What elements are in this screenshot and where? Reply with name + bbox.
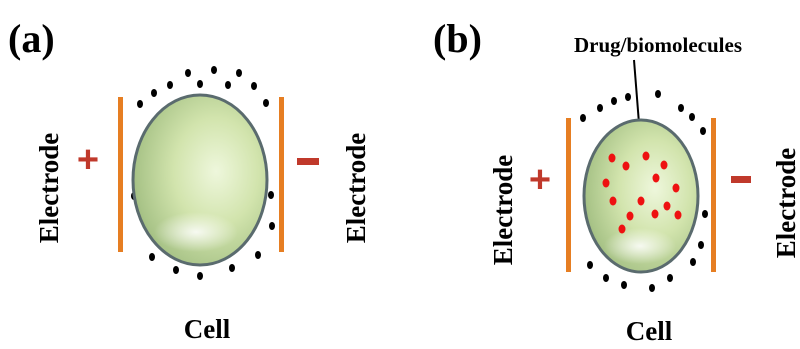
ion xyxy=(211,66,217,74)
ion xyxy=(625,93,631,101)
panel-b: (b) Drug/biomolecules Electrode + xyxy=(433,16,800,346)
panel-a-negative-sign xyxy=(297,158,319,165)
ion xyxy=(229,264,235,272)
panel-a-cell-label: Cell xyxy=(184,314,231,344)
ion xyxy=(149,253,155,261)
drug-molecule xyxy=(642,151,650,161)
panel-b-label: (b) xyxy=(433,16,482,61)
panel-a-positive-sign: + xyxy=(77,139,99,181)
ion xyxy=(678,104,684,112)
drug-molecule xyxy=(608,153,616,163)
panel-a-right-electrode-label: Electrode xyxy=(341,133,371,243)
ion xyxy=(151,89,157,97)
panel-b-cell xyxy=(582,118,700,274)
panel-b-right-electrode xyxy=(711,118,716,272)
drug-molecule xyxy=(602,178,610,188)
panel-b-right-electrode-label: Electrode xyxy=(771,148,800,258)
panel-a-left-electrode-label: Electrode xyxy=(34,133,64,243)
ion xyxy=(225,81,231,89)
ion xyxy=(597,104,603,112)
drug-molecule xyxy=(672,183,680,193)
panel-b-negative-sign xyxy=(731,176,751,183)
ion xyxy=(621,281,627,289)
panel-b-cell-label: Cell xyxy=(626,316,673,346)
panel-a-left-electrode xyxy=(118,97,123,252)
ion xyxy=(689,113,695,121)
ion xyxy=(603,274,609,282)
ion xyxy=(655,90,661,98)
ion xyxy=(700,127,706,135)
ion xyxy=(269,222,275,230)
ion xyxy=(173,266,179,274)
cell-highlight xyxy=(154,212,238,252)
ion xyxy=(611,97,617,105)
drug-molecule xyxy=(618,224,626,234)
ion xyxy=(255,251,261,259)
drug-molecule xyxy=(674,210,682,220)
ion xyxy=(185,69,191,77)
drug-molecule xyxy=(637,196,645,206)
ion xyxy=(167,81,173,89)
ion xyxy=(580,114,586,122)
panel-b-callout-label: Drug/biomolecules xyxy=(574,33,742,57)
panel-b-left-electrode-label: Electrode xyxy=(488,155,518,265)
panel-a-right-electrode xyxy=(279,97,284,252)
panel-b-left-electrode xyxy=(566,118,571,272)
panel-b-positive-sign: + xyxy=(529,159,551,201)
drug-molecule xyxy=(652,173,660,183)
ion xyxy=(263,99,269,107)
panel-b-ions xyxy=(580,90,708,292)
drug-molecule xyxy=(622,161,630,171)
cell-highlight xyxy=(604,228,676,264)
panel-a-label: (a) xyxy=(8,16,55,61)
panel-a-cell xyxy=(131,93,269,267)
drug-molecule xyxy=(663,201,671,211)
ion xyxy=(690,258,696,266)
drug-molecule xyxy=(609,196,617,206)
ion xyxy=(702,210,708,218)
ion xyxy=(197,80,203,88)
ion xyxy=(587,261,593,269)
ion xyxy=(268,191,274,199)
ion xyxy=(236,69,242,77)
ion xyxy=(251,82,257,90)
drug-molecule xyxy=(660,160,668,170)
drug-molecules xyxy=(602,151,682,234)
ion xyxy=(649,284,655,292)
ion xyxy=(137,100,143,108)
drug-molecule xyxy=(626,211,634,221)
panel-a: (a) Electrode + xyxy=(8,16,371,344)
drug-molecule xyxy=(651,209,659,219)
ion xyxy=(197,272,203,280)
ion xyxy=(667,274,673,282)
ion xyxy=(698,241,704,249)
